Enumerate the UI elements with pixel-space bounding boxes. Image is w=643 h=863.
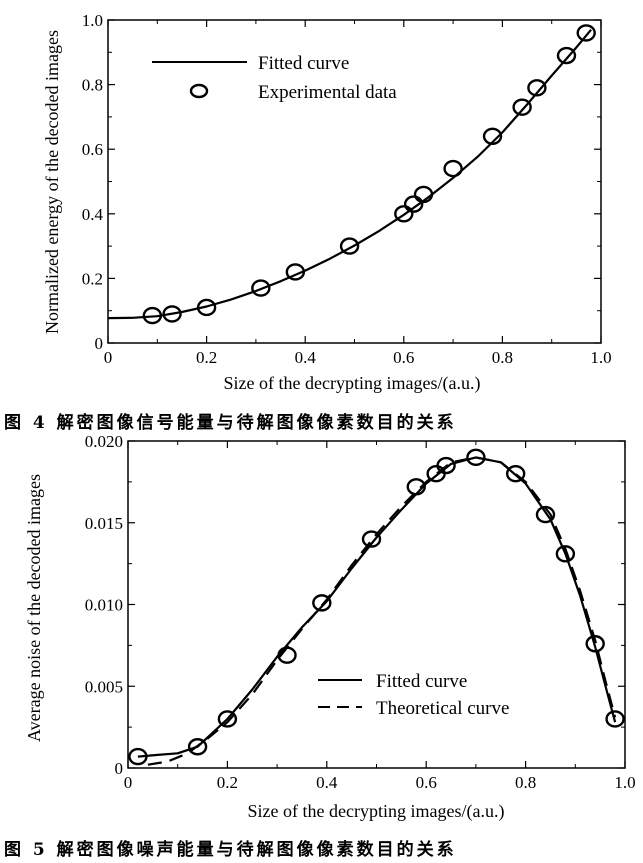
energy-fitted-curveline bbox=[107, 28, 592, 320]
energy-x-tick-label: 1.0 bbox=[590, 348, 611, 367]
energy-data-point bbox=[443, 159, 463, 178]
energy-legend-marker bbox=[189, 83, 209, 99]
energy-data-point bbox=[512, 98, 532, 116]
energy-y-tick-label: 0.8 bbox=[82, 76, 103, 95]
noise-fitted-curveline bbox=[137, 456, 617, 758]
energy-data-point bbox=[394, 205, 414, 223]
energy-legend: Fitted curve Experimental data bbox=[152, 53, 397, 103]
energy-plot-frame bbox=[107, 19, 602, 344]
energy-x-tick-label: 0.8 bbox=[492, 348, 513, 367]
noise-plot-area bbox=[128, 448, 625, 766]
figure-4-caption: 图 4 解密图像信号能量与待解图像像素数目的关系 bbox=[4, 412, 457, 433]
noise-legend-fitted-label: Fitted curve bbox=[376, 671, 467, 692]
noise-y-tick-label: 0.015 bbox=[85, 514, 123, 533]
noise-x-tick-label: 0.8 bbox=[515, 773, 536, 792]
noise-legend-theoretical-label: Theoretical curve bbox=[376, 698, 509, 719]
energy-data-point bbox=[196, 298, 217, 317]
noise-x-tick-label: 0.2 bbox=[217, 773, 238, 792]
energy-data-point bbox=[162, 305, 182, 323]
energy-y-tick-label: 0.6 bbox=[82, 140, 103, 159]
energy-x-axis-label: Size of the decrypting images/(a.u.) bbox=[224, 373, 481, 394]
noise-data-point bbox=[555, 545, 576, 563]
noise-x-axis-label: Size of the decrypting images/(a.u.) bbox=[248, 801, 505, 822]
energy-plot-area bbox=[107, 24, 596, 325]
noise-data-point bbox=[436, 456, 456, 475]
energy-legend-fitted-label: Fitted curve bbox=[258, 53, 349, 74]
noise-data-point bbox=[312, 594, 332, 612]
energy-chart: 0 0.2 0.4 0.6 0.8 1.0 0 0.2 0.4 0.6 0.8 1.0 Size of… bbox=[4, 11, 612, 433]
noise-data-point bbox=[585, 635, 605, 653]
noise-y-tick-label: 0.010 bbox=[85, 596, 123, 615]
energy-data-point bbox=[251, 279, 271, 297]
energy-data-point bbox=[556, 46, 577, 65]
energy-data-point bbox=[285, 263, 306, 281]
noise-x-tick-label: 1.0 bbox=[614, 773, 635, 792]
noise-chart: 0 0.2 0.4 0.6 0.8 1.0 0 0.005 0.010 0.015 0.020 Si… bbox=[4, 432, 636, 860]
noise-data-point bbox=[277, 646, 297, 664]
energy-y-axis-label: Normalized energy of the decoded images bbox=[42, 30, 62, 334]
noise-data-point bbox=[187, 738, 208, 756]
noise-y-axis-label: Average noise of the decoded images bbox=[24, 474, 44, 742]
noise-data-point bbox=[128, 747, 148, 766]
noise-data-point bbox=[217, 710, 238, 728]
noise-data-point bbox=[426, 465, 446, 483]
energy-data-point bbox=[576, 24, 596, 42]
energy-data-point bbox=[142, 306, 163, 325]
noise-y-tick-label: 0.020 bbox=[85, 432, 123, 451]
noise-x-tick-label: 0.6 bbox=[416, 773, 437, 792]
noise-data-point bbox=[361, 530, 382, 548]
noise-data-point bbox=[505, 465, 526, 483]
energy-legend-data-label: Experimental data bbox=[258, 82, 397, 103]
noise-y-tick-label: 0 bbox=[115, 759, 124, 778]
noise-data-point bbox=[605, 710, 625, 728]
energy-data-point bbox=[413, 185, 434, 204]
energy-y-tick-label: 0 bbox=[95, 334, 104, 353]
noise-data-point bbox=[406, 478, 426, 496]
noise-data-point bbox=[535, 505, 556, 524]
figure-5-caption: 图 5 解密图像噪声能量与待解图像像素数目的关系 bbox=[4, 839, 457, 860]
energy-x-tick-label: 0.6 bbox=[393, 348, 414, 367]
noise-legend: Fitted curve Theoretical curve bbox=[318, 671, 509, 719]
noise-y-tick-label: 0.005 bbox=[85, 677, 123, 696]
energy-y-tick-label: 0.4 bbox=[82, 205, 104, 224]
energy-y-tick-label: 1.0 bbox=[82, 11, 103, 30]
energy-x-tick-label: 0 bbox=[104, 348, 113, 367]
energy-data-point bbox=[339, 237, 360, 255]
energy-data-point bbox=[527, 79, 547, 97]
noise-ticks: 0 0.2 0.4 0.6 0.8 1.0 0 0.005 0.010 0.015 0.020 bbox=[85, 432, 636, 792]
noise-x-tick-label: 0 bbox=[124, 773, 133, 792]
energy-x-tick-label: 0.4 bbox=[295, 348, 317, 367]
energy-ticks: 0 0.2 0.4 0.6 0.8 1.0 0 0.2 0.4 0.6 0.8 1.0 bbox=[82, 11, 612, 367]
noise-x-tick-label: 0.4 bbox=[316, 773, 338, 792]
energy-x-tick-label: 0.2 bbox=[196, 348, 217, 367]
energy-y-tick-label: 0.2 bbox=[82, 269, 103, 288]
energy-data-point bbox=[482, 127, 503, 145]
noise-data-point bbox=[466, 448, 486, 467]
energy-data-point bbox=[403, 195, 424, 213]
